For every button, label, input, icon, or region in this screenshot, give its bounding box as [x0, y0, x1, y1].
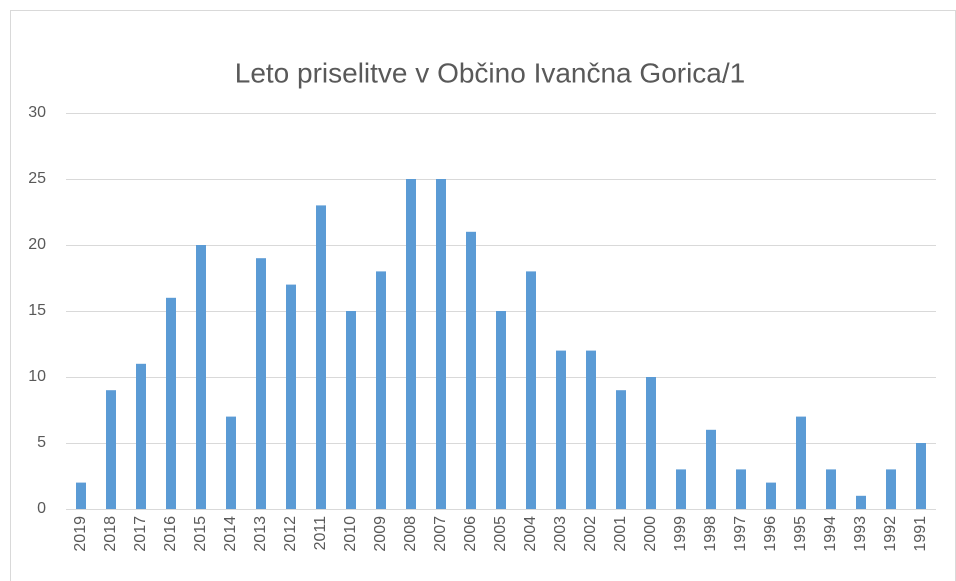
x-tick-label: 2017 — [132, 516, 149, 552]
bar — [136, 363, 146, 509]
chart-title: Leto priselitve v Občino Ivančna Gorica/… — [235, 57, 745, 88]
x-tick-label: 1992 — [882, 516, 899, 552]
bar — [676, 469, 686, 509]
bar — [886, 469, 896, 509]
x-tick-label: 2005 — [492, 516, 509, 552]
x-tick-label: 2011 — [312, 516, 329, 551]
x-tick-label: 2018 — [102, 516, 119, 552]
bar — [856, 495, 866, 509]
x-tick-label: 2009 — [372, 516, 389, 552]
bar — [796, 416, 806, 509]
x-tick-label: 2014 — [222, 516, 239, 552]
x-tick-label: 1996 — [762, 516, 779, 552]
y-tick-label: 0 — [37, 500, 46, 517]
x-tick-label: 2016 — [162, 516, 179, 552]
bar — [916, 443, 926, 509]
bar — [376, 271, 386, 509]
bar — [496, 311, 506, 509]
y-tick-label: 15 — [28, 302, 46, 319]
chart-border — [10, 10, 956, 581]
bar — [436, 179, 446, 509]
bar — [586, 350, 596, 509]
bar — [166, 297, 176, 509]
bar — [466, 231, 476, 510]
x-tick-label: 2006 — [462, 516, 479, 552]
x-tick-label: 2001 — [612, 516, 629, 552]
x-tick-label: 1994 — [822, 516, 839, 552]
bar — [556, 350, 566, 509]
bar — [316, 205, 326, 509]
x-tick-label: 2004 — [522, 516, 539, 552]
x-tick-label: 1991 — [912, 516, 929, 552]
x-tick-label: 2003 — [552, 516, 569, 552]
bar — [616, 390, 626, 509]
bar — [646, 377, 656, 509]
x-tick-label: 2012 — [282, 516, 299, 552]
x-tick-label: 2015 — [192, 516, 209, 552]
x-tick-label: 1998 — [702, 516, 719, 552]
x-tick-label: 1993 — [852, 516, 869, 552]
y-tick-label: 30 — [28, 104, 46, 121]
bar — [736, 469, 746, 509]
y-tick-label: 10 — [28, 368, 46, 385]
bar — [406, 179, 416, 509]
x-tick-label: 2010 — [342, 516, 359, 552]
y-tick-label: 5 — [37, 434, 46, 451]
x-tick-label: 1999 — [672, 516, 689, 552]
bar — [196, 245, 206, 509]
bar — [76, 482, 86, 509]
y-tick-label: 20 — [28, 236, 46, 253]
x-tick-label: 1995 — [792, 516, 809, 552]
bar — [106, 390, 116, 509]
x-tick-label: 2019 — [72, 516, 89, 552]
bar — [526, 271, 536, 509]
x-tick-label: 2000 — [642, 516, 659, 552]
bar — [766, 482, 776, 509]
bar — [706, 429, 716, 509]
x-tick-label: 1997 — [732, 516, 749, 552]
y-tick-label: 25 — [28, 170, 46, 187]
x-tick-label: 2013 — [252, 516, 269, 552]
bar — [286, 284, 296, 509]
bar — [256, 258, 266, 509]
x-tick-label: 2002 — [582, 516, 599, 552]
x-tick-label: 2008 — [402, 516, 419, 552]
bar — [826, 469, 836, 509]
x-tick-label: 2007 — [432, 516, 449, 552]
bar — [226, 416, 236, 509]
bar — [346, 311, 356, 509]
